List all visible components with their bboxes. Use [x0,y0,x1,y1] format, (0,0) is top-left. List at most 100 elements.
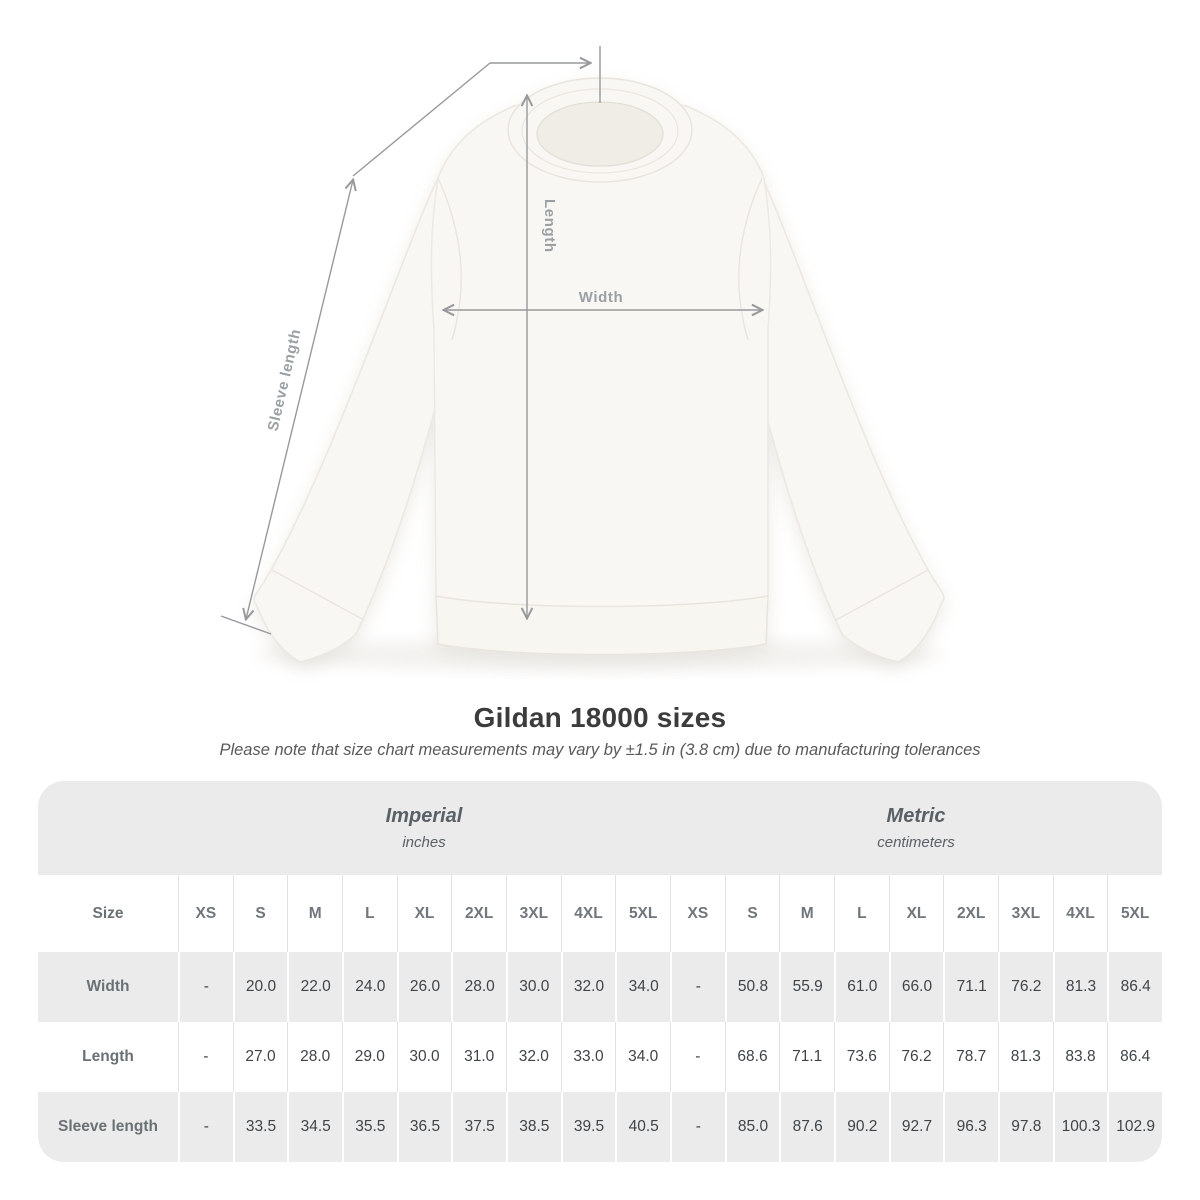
right-cuff-seam [835,569,929,621]
size-col-header-imperial-m: M [287,875,342,952]
measurement-value: 34.0 [615,952,670,1022]
metric-unit: centimeters [877,834,955,851]
measurement-value: 61.0 [834,952,889,1022]
measurement-value: 28.0 [287,1022,342,1092]
measurement-value: - [670,952,725,1022]
size-col-header-metric-s: S [724,875,780,952]
measurement-value: 22.0 [287,952,342,1022]
size-col-header-metric-m: M [779,875,834,952]
measurement-value: 85.0 [724,1092,780,1162]
measurement-value: 96.3 [943,1092,998,1162]
size-col-header-imperial-3xl: 3XL [506,875,561,952]
measurement-value: - [670,1092,725,1162]
measurement-value: - [670,1022,725,1092]
measurement-value: 24.0 [342,952,397,1022]
right-armhole-seam [738,177,763,341]
sweatshirt-illustration [253,77,945,663]
right-sleeve [747,175,945,663]
measurement-value: 86.4 [1107,952,1162,1022]
length-dimension-label: Length [541,199,558,253]
size-col-header-metric-xl: XL [888,875,944,952]
size-col-header-metric-5xl: 5XL [1107,875,1162,952]
metric-group-header: Metric centimeters [670,781,1162,875]
measurement-value: 97.8 [998,1092,1053,1162]
imperial-label: Imperial [385,805,463,827]
measurement-value: 34.0 [615,1022,670,1092]
sleeve-end-tick [220,615,272,635]
tolerance-note: Please note that size chart measurements… [219,741,981,759]
measurement-value: 76.2 [888,1022,944,1092]
row-label: Width [86,978,130,995]
unit-header-row: Imperial inches Metric centimeters [38,781,1162,875]
measurement-value: 31.0 [451,1022,506,1092]
table-row-width: Width -20.0 22.0 24.0 26.0 28.0 30.0 32.0 34.0-5… [38,952,1162,1022]
measurement-value: 100.3 [1052,1092,1108,1162]
measurement-value: 32.0 [506,1022,561,1092]
measurement-value: 33.0 [560,1022,616,1092]
measurement-value: 26.0 [396,952,452,1022]
measurement-value: 87.6 [779,1092,834,1162]
measurement-value: 76.2 [998,952,1053,1022]
measurement-value: 33.5 [232,1092,288,1162]
measurement-value: 34.5 [287,1092,342,1162]
measurement-value: 66.0 [888,952,944,1022]
row-label: Length [82,1048,134,1065]
measurement-value: 40.5 [615,1092,670,1162]
size-col-header-metric-l: L [834,875,889,952]
size-col-header-imperial-5xl: 5XL [615,875,670,952]
measurement-value: 28.0 [451,952,506,1022]
sleeve-connector-line [352,62,491,177]
measurement-value: 20.0 [232,952,288,1022]
size-col-header-imperial-2xl: 2XL [451,875,506,952]
measurement-value: 68.6 [724,1022,780,1092]
row-label: Sleeve length [58,1118,158,1135]
measurement-value: 29.0 [342,1022,397,1092]
size-table: Imperial inches Metric centimeters Size … [38,781,1162,1162]
size-col-header-metric-3xl: 3XL [998,875,1053,952]
sleeve-length-dimension-line [246,180,353,619]
dimension-annotations [220,46,762,635]
measurement-value: 30.0 [396,1022,452,1092]
size-column-header: Size [92,904,124,922]
page-title: Gildan 18000 sizes [473,702,727,733]
imperial-group-header: Imperial inches [178,781,670,875]
measurement-value: 81.3 [1052,952,1108,1022]
size-col-header-imperial-xl: XL [396,875,452,952]
waistband [435,595,769,656]
sweatshirt-diagram: Length Width Sleeve length [220,46,945,672]
size-col-header-imperial-l: L [342,875,397,952]
measurement-value: 50.8 [724,952,780,1022]
size-col-header-imperial-4xl: 4XL [560,875,616,952]
left-armhole-seam [437,177,462,341]
size-col-header-imperial-xs: XS [178,875,233,952]
measurement-value: - [178,952,233,1022]
table-row-length: Length -27.0 28.0 29.0 30.0 31.0 32.0 33.0 34.0-… [38,1022,1162,1092]
measurement-value: 37.5 [451,1092,506,1162]
measurement-value: 90.2 [834,1092,889,1162]
measurement-value: 86.4 [1107,1022,1162,1092]
measurement-value: - [178,1022,233,1092]
metric-label: Metric [886,805,946,827]
size-col-header-metric-2xl: 2XL [943,875,998,952]
measurement-value: 71.1 [943,952,998,1022]
size-chart-page: Length Width Sleeve length Gildan 18000 … [38,46,1162,1162]
measurement-value: 92.7 [888,1092,944,1162]
measurement-rows: Width -20.0 22.0 24.0 26.0 28.0 30.0 32.0 34.0-5… [38,952,1162,1162]
unit-header-spacer [38,781,178,875]
measurement-value: 55.9 [779,952,834,1022]
size-col-header-metric-xs: XS [670,875,725,952]
measurement-value: 78.7 [943,1022,998,1092]
measurement-value: 35.5 [342,1092,397,1162]
table-row-sleeve-length: Sleeve length -33.5 34.5 35.5 36.5 37.5 38.5 39… [38,1092,1162,1162]
measurement-value: 38.5 [506,1092,561,1162]
measurement-value: 73.6 [834,1022,889,1092]
measurement-value: 30.0 [506,952,561,1022]
measurement-value: 36.5 [396,1092,452,1162]
measurement-value: 102.9 [1107,1092,1162,1162]
measurement-value: 83.8 [1052,1022,1108,1092]
size-col-header-metric-4xl: 4XL [1052,875,1108,952]
imperial-unit: inches [402,834,446,851]
measurement-value: 71.1 [779,1022,834,1092]
measurement-value: 32.0 [560,952,616,1022]
collar-opening [536,101,664,167]
